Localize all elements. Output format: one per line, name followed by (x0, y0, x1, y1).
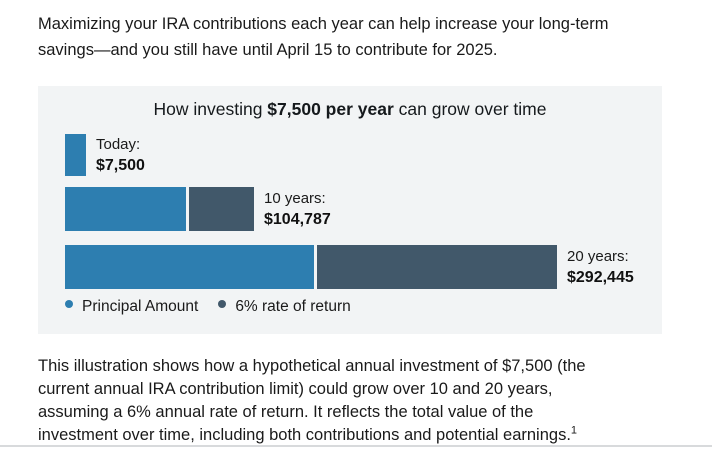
bar-amount-label: $104,787 (264, 211, 331, 228)
intro-line-2: savings—and you still have until April 1… (38, 41, 498, 59)
intro-paragraph: Maximizing your IRA contributions each y… (38, 11, 698, 63)
bar-period-label: 20 years: (567, 248, 629, 265)
bar-segment-principal (65, 245, 314, 289)
footnote-line-1: This illustration shows how a hypothetic… (38, 357, 586, 375)
bar-period-label: 10 years: (264, 190, 326, 207)
chart-title-prefix: How investing (153, 99, 268, 119)
footnote-line-2: current annual IRA contribution limit) c… (38, 380, 553, 398)
bar-row-20-years: 20 years: $292,445 (65, 245, 634, 289)
bottom-divider (0, 445, 712, 447)
bar-label-20-years: 20 years: $292,445 (567, 246, 634, 288)
footnote-superscript: 1 (570, 424, 578, 437)
bar-row-10-years: 10 years: $104,787 (65, 187, 331, 231)
footnote-line-3: assuming a 6% annual rate of return. It … (38, 403, 534, 421)
legend-label-principal: Principal Amount (82, 298, 199, 315)
bar-label-today: Today: $7,500 (96, 134, 145, 176)
footnote-line-4-text: investment over time, including both con… (38, 426, 571, 444)
legend-label-return: 6% rate of return (235, 298, 351, 315)
bar-track-20-years (65, 245, 557, 289)
bar-segment-principal (65, 134, 86, 176)
bar-segment-growth (317, 245, 557, 289)
bar-amount-label: $292,445 (567, 269, 634, 286)
intro-line-1: Maximizing your IRA contributions each y… (38, 15, 609, 33)
bar-track-10-years (65, 187, 254, 231)
footnote-container: This illustration shows how a hypothetic… (38, 355, 698, 446)
chart-card: How investing $7,500 per year can grow o… (38, 86, 662, 334)
bar-track-today (65, 134, 86, 176)
chart-legend: Principal Amount 6% rate of return (65, 298, 351, 316)
legend-item-return: 6% rate of return (218, 298, 351, 316)
chart-title: How investing $7,500 per year can grow o… (38, 99, 662, 120)
bar-amount-label: $7,500 (96, 157, 145, 174)
legend-item-principal: Principal Amount (65, 298, 198, 316)
bar-row-today: Today: $7,500 (65, 134, 145, 176)
bar-segment-growth (189, 187, 254, 231)
bar-label-10-years: 10 years: $104,787 (264, 188, 331, 230)
chart-title-suffix: can grow over time (393, 99, 547, 119)
chart-title-bold: $7,500 per year (267, 99, 394, 119)
footnote-line-4: investment over time, including both con… (38, 424, 698, 446)
legend-dot-principal-icon (65, 300, 73, 308)
bar-segment-principal (65, 187, 186, 231)
bar-period-label: Today: (96, 136, 141, 153)
legend-dot-return-icon (218, 300, 227, 308)
